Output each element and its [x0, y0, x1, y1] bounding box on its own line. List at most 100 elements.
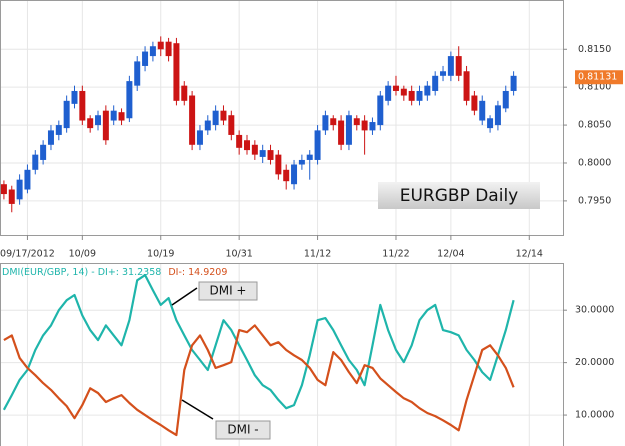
candle-body: [204, 120, 211, 131]
candle-body: [408, 90, 415, 101]
mark-layer: [0, 36, 517, 437]
candle-body: [345, 115, 352, 145]
candle-body: [416, 90, 423, 101]
indicator-label: DMI(EUR/GBP, 14) -: [2, 267, 95, 278]
last-price-box: [575, 70, 623, 85]
candle-body: [494, 105, 501, 126]
candle-body: [71, 90, 78, 104]
y-tick-label: 0.8050: [578, 120, 611, 131]
indicator-panel-frame: [0, 263, 564, 446]
x-tick-label: 12/14: [516, 249, 543, 260]
candle-body: [8, 189, 15, 204]
last-price-label: 0.81131: [578, 72, 617, 83]
y-tick-label: 0.8000: [578, 157, 611, 168]
candle-body: [283, 169, 290, 182]
candle-body: [353, 118, 360, 126]
candle-body: [102, 110, 109, 141]
candle-body: [455, 56, 462, 76]
x-tick-label: 10/19: [147, 249, 174, 260]
y-tick-label: 10.0000: [575, 410, 614, 421]
x-tick-label: 09/17/2012: [0, 249, 55, 260]
candle-body: [479, 100, 486, 121]
candle-body: [157, 41, 164, 50]
annotation: DMI -: [227, 423, 258, 437]
x-tick-label: 10/31: [225, 249, 252, 260]
candle-body: [243, 140, 250, 151]
candle-body: [361, 120, 368, 131]
annotation-line: [181, 399, 214, 420]
candle-body: [189, 95, 196, 145]
candle-body: [447, 56, 454, 76]
x-tick-label: 10/09: [69, 249, 96, 260]
candle-body: [440, 71, 447, 76]
annotation: DMI +: [209, 284, 246, 298]
x-tick-label: 12/04: [437, 249, 464, 260]
candle-body: [298, 159, 305, 165]
x-tick-label: 11/22: [382, 249, 409, 260]
candle-body: [510, 75, 517, 91]
candle-body: [220, 110, 227, 121]
candle-body: [251, 144, 258, 155]
y-tick-label: 0.7950: [578, 195, 611, 206]
indicator-legend: DMI(EUR/GBP, 14) - DI+: 31.2358 DI-: 14.…: [2, 267, 227, 278]
grid-layer: [0, 0, 563, 446]
candle-body: [134, 61, 141, 86]
y-tick-label: 30.0000: [575, 305, 614, 316]
annotation-box: [215, 420, 271, 440]
annotation-box: [198, 281, 258, 301]
candle-body: [40, 144, 47, 160]
annotation-line: [171, 287, 198, 306]
candle-body: [424, 85, 431, 96]
candle-body: [228, 115, 235, 135]
candle-body: [400, 88, 407, 96]
candle-body: [87, 118, 94, 129]
legend-entry: DI+: 31.2358: [98, 267, 162, 278]
candle-body: [306, 154, 313, 160]
candle-body: [369, 122, 376, 131]
candle-body: [330, 118, 337, 126]
candle-body: [149, 46, 156, 57]
candle-body: [196, 130, 203, 145]
candle-body: [322, 115, 329, 131]
title-box: [378, 182, 540, 209]
candle-body: [181, 85, 188, 101]
candle-body: [259, 150, 266, 157]
candle-body: [471, 95, 478, 111]
candle-body: [377, 95, 384, 126]
candle-body: [24, 169, 31, 190]
chart-title: EURGBP Daily: [400, 186, 519, 206]
price-panel-frame: [0, 0, 564, 236]
candle-body: [212, 110, 219, 126]
candle-body: [142, 51, 149, 66]
y-tick-label: 0.8100: [578, 82, 611, 93]
candle-body: [110, 110, 117, 121]
candle-body: [118, 112, 125, 121]
candle-body: [63, 100, 70, 129]
series-line: [2, 274, 515, 411]
candle-body: [0, 184, 7, 195]
candle-body: [392, 85, 399, 91]
candle-body: [275, 154, 282, 175]
candle-body: [338, 120, 345, 145]
candle-body: [291, 164, 298, 185]
candle-body: [173, 43, 180, 101]
legend-entry: DI-: 14.9209: [168, 267, 227, 278]
candle-body: [55, 125, 62, 135]
y-tick-label: 20.0000: [575, 357, 614, 368]
x-tick-label: 11/12: [304, 249, 331, 260]
candle-body: [16, 179, 23, 200]
candle-body: [165, 41, 172, 57]
candle-body: [314, 130, 321, 160]
candle-body: [236, 134, 243, 148]
candle-body: [267, 150, 274, 160]
candle-body: [502, 90, 509, 109]
candle-body: [463, 71, 470, 101]
candle-body: [32, 154, 39, 170]
y-tick-label: 0.8150: [578, 44, 611, 55]
candle-body: [79, 90, 86, 121]
candle-body: [47, 130, 54, 145]
candle-body: [487, 118, 494, 129]
candle-body: [126, 81, 133, 119]
